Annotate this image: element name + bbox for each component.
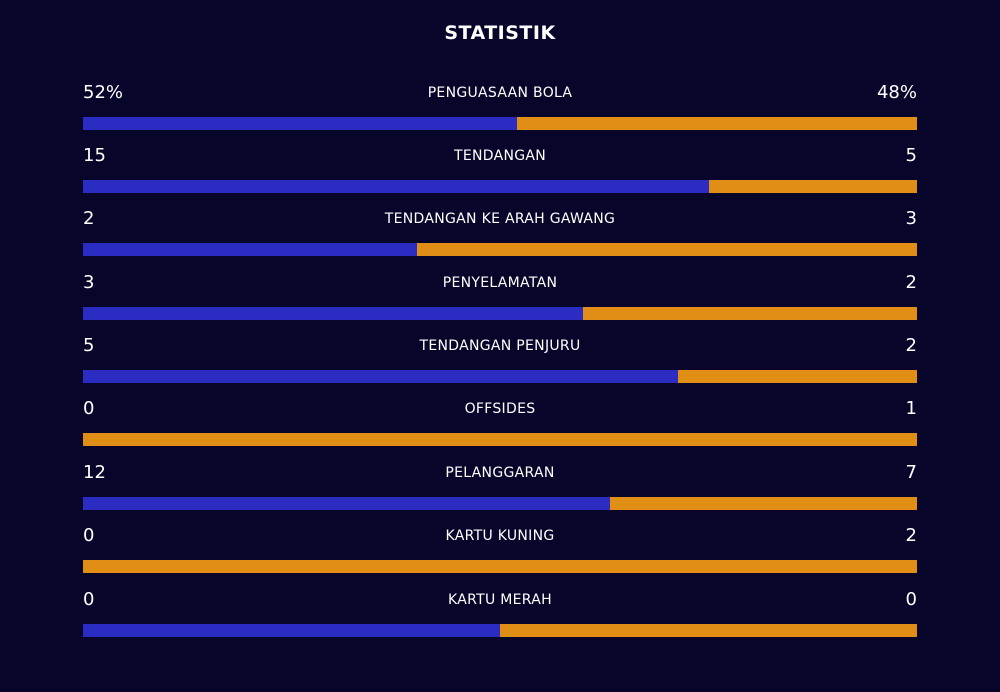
stat-header: 12 PELANGGARAN 7 <box>83 460 917 486</box>
home-value: 0 <box>83 589 95 610</box>
stat-header: 15 TENDANGAN 5 <box>83 143 917 169</box>
stat-header: 0 OFFSIDES 1 <box>83 396 917 422</box>
away-value: 48% <box>876 82 917 103</box>
stat-label: OFFSIDES <box>464 401 536 417</box>
stat-row-red-cards: 0 KARTU MERAH 0 <box>83 587 917 641</box>
home-share-bar <box>83 117 517 130</box>
stat-label: PENYELAMATAN <box>442 275 558 291</box>
stat-bar <box>83 560 917 573</box>
home-value: 15 <box>83 145 106 166</box>
home-share-bar <box>83 624 500 637</box>
away-value: 5 <box>905 145 917 166</box>
stat-row-corners: 5 TENDANGAN PENJURU 2 <box>83 333 917 387</box>
home-share-bar <box>83 243 417 256</box>
stat-bar <box>83 180 917 193</box>
stat-bar <box>83 433 917 446</box>
home-value: 52% <box>83 82 124 103</box>
home-value: 0 <box>83 525 95 546</box>
stat-label: PENGUASAAN BOLA <box>427 85 573 101</box>
stat-row-fouls: 12 PELANGGARAN 7 <box>83 460 917 514</box>
stat-bar <box>83 117 917 130</box>
home-value: 0 <box>83 398 95 419</box>
stat-bar <box>83 370 917 383</box>
stat-label: TENDANGAN KE ARAH GAWANG <box>384 211 616 227</box>
home-value: 2 <box>83 208 95 229</box>
home-share-bar <box>83 307 583 320</box>
stat-header: 3 PENYELAMATAN 2 <box>83 270 917 296</box>
stat-row-possession: 52% PENGUASAAN BOLA 48% <box>83 80 917 134</box>
stat-row-shots-on-target: 2 TENDANGAN KE ARAH GAWANG 3 <box>83 206 917 260</box>
stat-label: KARTU KUNING <box>445 528 555 544</box>
stat-row-saves: 3 PENYELAMATAN 2 <box>83 270 917 324</box>
stat-label: PELANGGARAN <box>445 465 555 481</box>
stat-row-offsides: 0 OFFSIDES 1 <box>83 396 917 450</box>
stat-label: KARTU MERAH <box>448 592 552 608</box>
home-value: 5 <box>83 335 95 356</box>
panel-title: STATISTIK <box>444 22 556 44</box>
home-share-bar <box>83 180 709 193</box>
away-value: 1 <box>905 398 917 419</box>
away-value: 2 <box>905 525 917 546</box>
stat-bar <box>83 243 917 256</box>
stat-bar <box>83 307 917 320</box>
home-value: 12 <box>83 462 106 483</box>
away-value: 2 <box>905 272 917 293</box>
away-value: 7 <box>905 462 917 483</box>
home-share-bar <box>83 497 610 510</box>
stat-bar <box>83 497 917 510</box>
away-value: 3 <box>905 208 917 229</box>
home-value: 3 <box>83 272 95 293</box>
stat-header: 2 TENDANGAN KE ARAH GAWANG 3 <box>83 206 917 232</box>
stat-header: 52% PENGUASAAN BOLA 48% <box>83 80 917 106</box>
stat-label: TENDANGAN PENJURU <box>419 338 581 354</box>
stat-header: 5 TENDANGAN PENJURU 2 <box>83 333 917 359</box>
away-value: 2 <box>905 335 917 356</box>
away-value: 0 <box>905 589 917 610</box>
stat-row-shots: 15 TENDANGAN 5 <box>83 143 917 197</box>
stat-header: 0 KARTU KUNING 2 <box>83 523 917 549</box>
stat-header: 0 KARTU MERAH 0 <box>83 587 917 613</box>
home-share-bar <box>83 370 678 383</box>
stat-row-yellow-cards: 0 KARTU KUNING 2 <box>83 523 917 577</box>
stat-label: TENDANGAN <box>453 148 547 164</box>
stat-bar <box>83 624 917 637</box>
